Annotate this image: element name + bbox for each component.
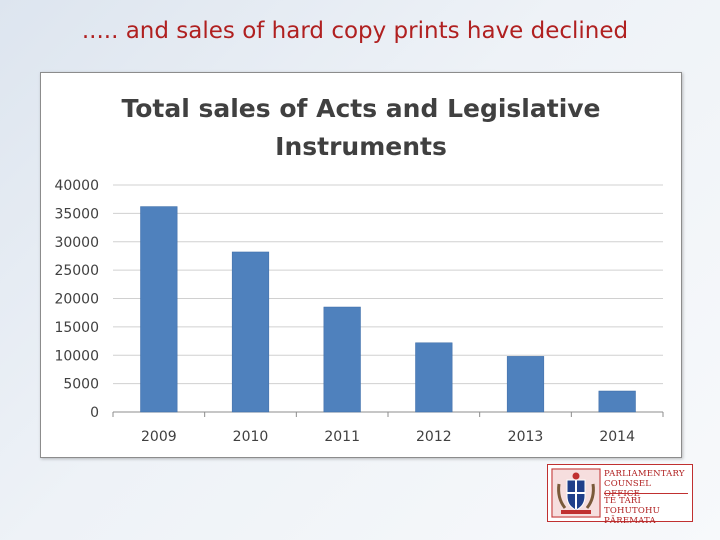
chart-panel: Total sales of Acts and Legislative Inst… <box>40 72 682 458</box>
y-tick-label: 20000 <box>54 292 99 308</box>
bar-2013 <box>506 356 545 413</box>
x-tick-label: 2013 <box>508 429 544 445</box>
bar-2009 <box>140 206 178 413</box>
y-axis-ticks: 0 5000 10000 15000 20000 25000 30000 35000 40000 <box>54 178 99 421</box>
y-tick-label: 25000 <box>54 263 99 279</box>
y-tick-label: 10000 <box>54 348 99 364</box>
logo-line-paremata: PĀREMATA <box>604 516 656 526</box>
chart-title-line-2: Instruments <box>275 132 447 161</box>
y-tick-label: 40000 <box>54 178 99 194</box>
slide-title: ..... and sales of hard copy prints have… <box>81 18 629 44</box>
bar-2010 <box>231 251 270 413</box>
x-tick-label: 2012 <box>416 429 452 445</box>
gridlines <box>113 184 663 413</box>
logo-divider <box>604 493 688 494</box>
coat-of-arms-icon <box>551 468 601 518</box>
bar-chart: Total sales of Acts and Legislative Inst… <box>54 94 664 445</box>
x-axis-ticks: 2009 2010 2011 2012 2013 2014 <box>112 412 664 445</box>
logo-line-te-tari: TE TARI TOHUTOHU <box>604 496 661 516</box>
y-tick-label: 5000 <box>63 377 99 393</box>
y-tick-label: 30000 <box>54 235 99 251</box>
x-tick-label: 2011 <box>324 429 360 445</box>
bar-2012 <box>415 342 453 413</box>
chart-title-line-1: Total sales of Acts and Legislative <box>121 94 600 123</box>
logo-line-parliamentary: PARLIAMENTARY <box>604 469 685 479</box>
y-tick-label: 0 <box>90 405 99 421</box>
x-tick-label: 2009 <box>141 429 177 445</box>
y-tick-label: 35000 <box>54 206 99 222</box>
bars <box>140 206 636 413</box>
x-tick-label: 2010 <box>233 429 269 445</box>
y-tick-label: 15000 <box>54 320 99 336</box>
bar-2011 <box>323 306 361 413</box>
x-tick-label: 2014 <box>599 429 635 445</box>
parliamentary-counsel-office-logo: PARLIAMENTARY COUNSEL OFFICE TE TARI TOH… <box>547 464 693 526</box>
bar-2014 <box>598 390 636 413</box>
logo-line-counsel-office: COUNSEL OFFICE <box>604 479 652 499</box>
